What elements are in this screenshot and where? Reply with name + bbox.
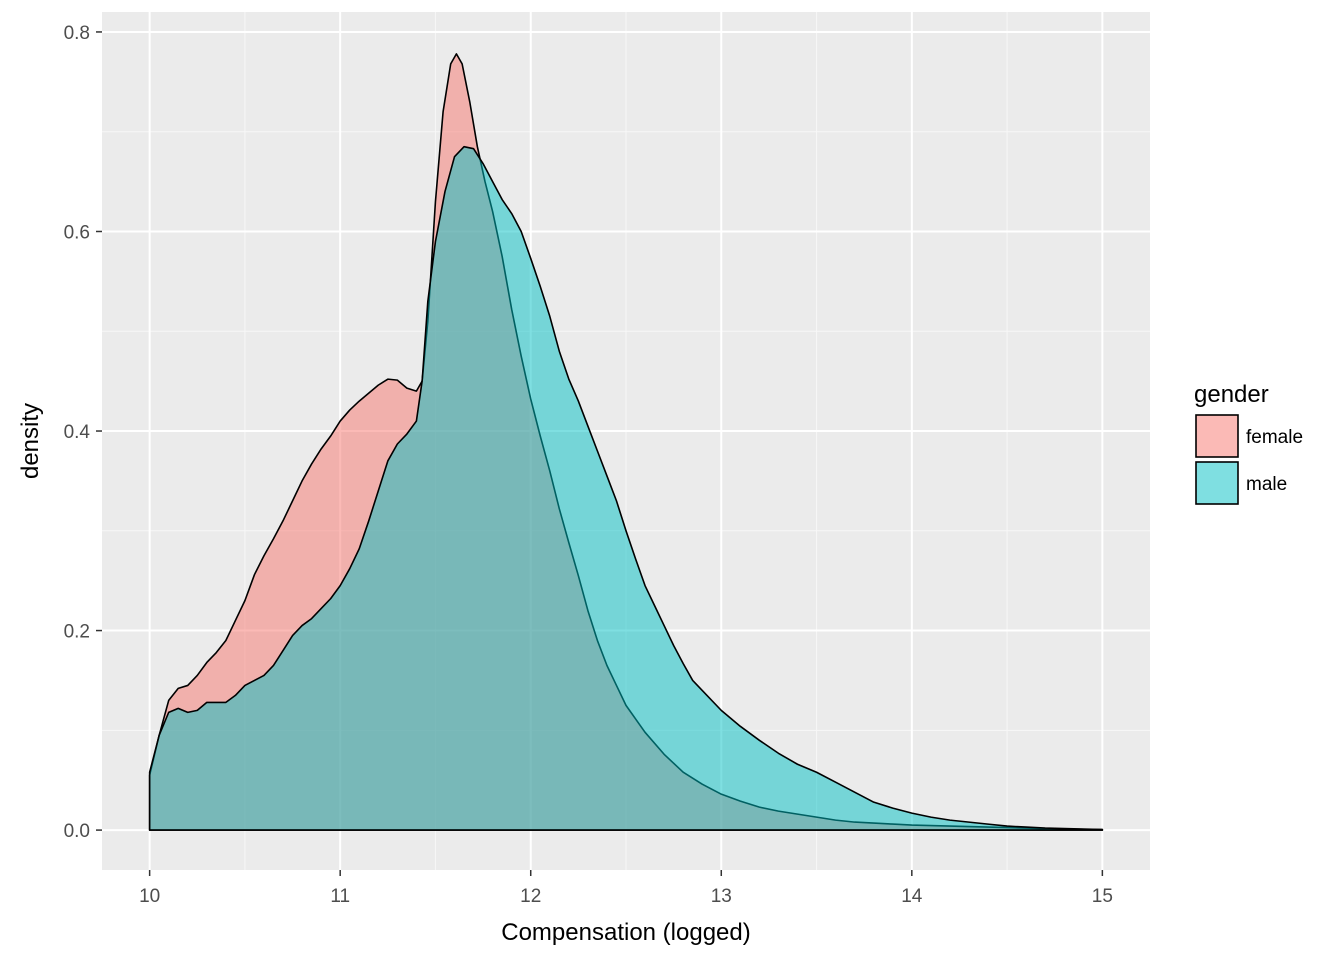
x-axis-title: Compensation (logged) xyxy=(501,919,750,946)
x-tick-label: 14 xyxy=(901,886,923,907)
x-tick-label: 10 xyxy=(139,886,160,907)
y-tick-label: 0.4 xyxy=(64,422,91,443)
density-areas xyxy=(148,53,1104,831)
y-tick-label: 0.6 xyxy=(64,222,90,243)
x-tick-label: 12 xyxy=(520,886,541,907)
y-tick-label: 0.8 xyxy=(64,23,90,44)
y-tick-label: 0.0 xyxy=(64,821,90,842)
x-tick-label: 11 xyxy=(330,886,350,907)
legend-title: gender xyxy=(1194,381,1269,408)
y-tick-label: 0.2 xyxy=(64,622,90,643)
legend-key-female xyxy=(1195,414,1239,458)
x-axis-ticks: 10 11 12 13 14 15 xyxy=(139,870,1113,907)
density-area-male xyxy=(148,145,1104,831)
legend-key-male xyxy=(1195,461,1239,505)
legend-label-male: male xyxy=(1246,474,1287,495)
legend: gender female male xyxy=(1194,381,1303,505)
x-tick-label: 13 xyxy=(711,886,732,907)
y-axis-title: density xyxy=(17,403,44,479)
y-axis-ticks: 0.0 0.2 0.4 0.6 0.8 xyxy=(64,23,102,842)
x-tick-label: 15 xyxy=(1092,886,1113,907)
legend-label-female: female xyxy=(1246,427,1303,448)
